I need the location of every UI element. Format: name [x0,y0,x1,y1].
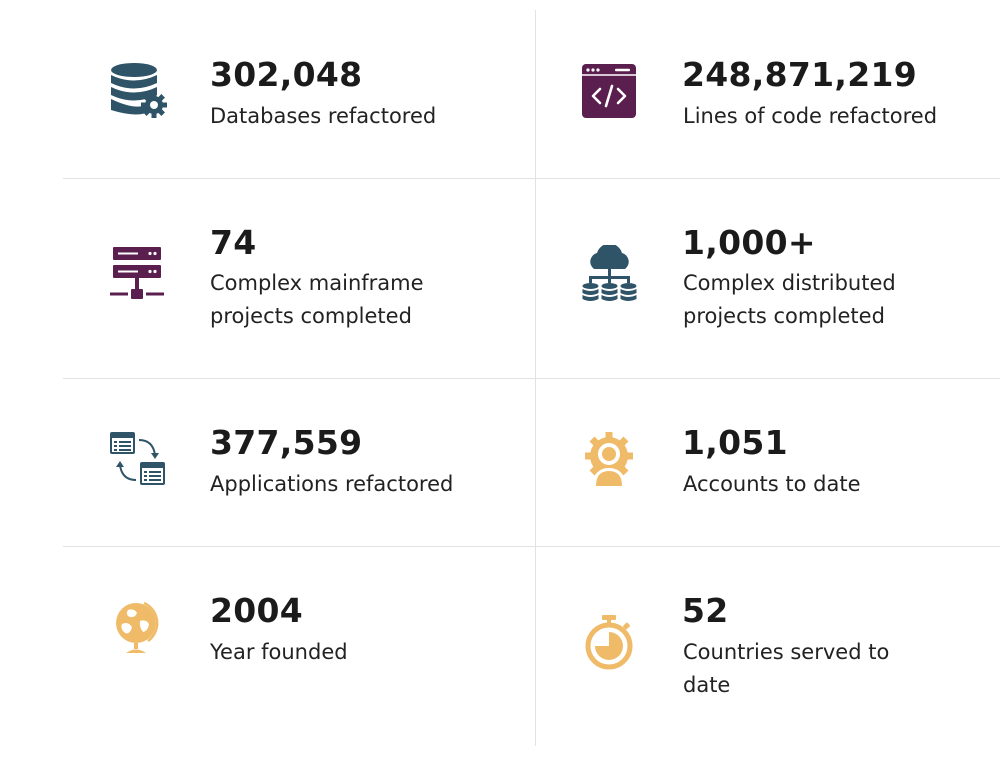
user-gear-icon [580,430,640,490]
stat-value: 302,048 [210,55,363,94]
stat-value: 1,000+ [682,223,816,262]
stat-value: 377,559 [210,423,363,462]
stat-label: Countries served to date [683,640,890,697]
stat-value: 248,871,219 [682,55,918,94]
row-divider [63,178,1000,179]
cloud-database-icon [580,245,640,305]
code-window-icon [580,62,640,122]
database-gear-icon [108,60,168,120]
stopwatch-icon [580,613,640,673]
stat-label: Year founded [210,640,348,664]
stat-value: 2004 [210,591,304,630]
app-migration-icon [108,430,168,490]
stat-label: Databases refactored [210,104,437,128]
stat-label: Complex distributed projects completed [683,271,896,328]
stat-label: Lines of code refactored [683,104,938,128]
row-divider [63,546,1000,547]
server-network-icon [108,245,168,305]
stat-label: Applications refactored [210,472,454,496]
stat-label: Accounts to date [683,472,861,496]
globe-icon [108,597,168,657]
stat-value: 1,051 [682,423,788,462]
stat-label: Complex mainframe projects completed [210,271,424,328]
stat-value: 74 [210,223,257,262]
row-divider [63,378,1000,379]
stat-value: 52 [682,591,729,630]
